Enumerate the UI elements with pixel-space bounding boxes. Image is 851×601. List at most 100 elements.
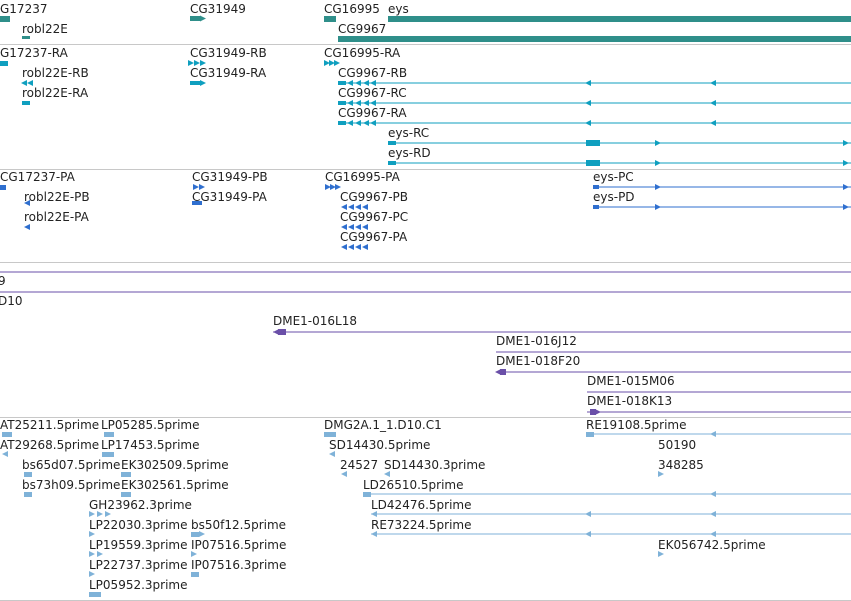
est-glyph[interactable] [191,572,199,577]
protein-exon[interactable] [593,185,599,189]
gene-glyph[interactable] [22,36,30,39]
est-glyph[interactable] [191,532,199,537]
est-arrow[interactable] [89,531,95,537]
clone-label[interactable]: D10 [0,294,23,308]
est-label[interactable]: EK302561.5prime [121,478,229,492]
est-arrow[interactable] [89,511,95,517]
est-arrow[interactable] [710,531,716,537]
est-glyph[interactable] [2,432,12,437]
transcript-arrow[interactable] [363,120,369,126]
transcript-arrow[interactable] [324,60,330,66]
est-label[interactable]: bs65d07.5prime [22,458,121,472]
est-label[interactable]: AT29268.5prime [0,438,100,452]
est-arrow[interactable] [710,511,716,517]
transcript-arrow[interactable] [843,160,849,166]
transcript-arrow[interactable] [355,80,361,86]
transcript-label[interactable]: CG9967-RC [338,86,407,100]
clone-end[interactable] [278,329,286,335]
transcript-arrow[interactable] [655,140,661,146]
transcript-arrow[interactable] [655,160,661,166]
clone-label[interactable]: DME1-018K13 [587,394,673,408]
transcript-label[interactable]: robl22E-RA [22,86,89,100]
protein-arrow[interactable] [843,204,849,210]
transcript-arrow[interactable] [334,60,340,66]
protein-arrow[interactable] [24,200,30,206]
gene-strand-arrow[interactable] [200,15,206,22]
protein-arrow[interactable] [362,224,368,230]
gene-label[interactable]: G17237 [0,2,48,16]
est-arrow[interactable] [105,511,111,517]
protein-arrow[interactable] [341,244,347,250]
est-label[interactable]: bs50f12.5prime [191,518,287,532]
est-label[interactable]: SD14430.5prime [329,438,431,452]
gene-label[interactable]: eys [388,2,409,16]
protein-arrow[interactable] [335,184,341,190]
est-glyph[interactable] [121,492,131,497]
est-label[interactable]: LP05952.3prime [89,578,188,592]
est-label[interactable]: LD42476.5prime [371,498,472,512]
gene-glyph[interactable] [338,36,851,42]
est-label[interactable]: 50190 [658,438,697,452]
protein-label[interactable]: CG9967-PC [340,210,409,224]
est-label[interactable]: LP17453.5prime [101,438,200,452]
est-glyph[interactable] [102,452,114,457]
clone-label[interactable]: DME1-016J12 [496,334,577,348]
protein-exon[interactable] [593,205,599,209]
transcript-arrow[interactable] [585,100,591,106]
est-arrow[interactable] [329,451,335,457]
est-arrow[interactable] [710,431,716,437]
transcript-arrow[interactable] [347,80,353,86]
est-arrow[interactable] [658,551,664,557]
est-arrow[interactable] [191,551,197,557]
est-arrow[interactable] [384,471,390,477]
est-glyph[interactable] [24,492,32,497]
protein-arrow[interactable] [330,184,336,190]
est-label[interactable]: RE19108.5prime [586,418,687,432]
protein-label[interactable]: CG9967-PB [340,190,409,204]
protein-label[interactable]: robl22E-PA [24,210,89,224]
protein-arrow[interactable] [341,224,347,230]
transcript-glyph[interactable] [0,61,8,66]
protein-arrow[interactable] [341,204,347,210]
est-label[interactable]: SD14430.3prime [384,458,486,472]
protein-arrow[interactable] [843,184,849,190]
transcript-arrow[interactable] [710,120,716,126]
transcript-arrow[interactable] [370,80,376,86]
est-label[interactable]: LP19559.3prime [89,538,188,552]
clone-arrow[interactable] [595,409,601,415]
protein-arrow[interactable] [325,184,331,190]
gene-glyph[interactable] [324,16,336,22]
est-arrow[interactable] [89,551,95,557]
transcript-label[interactable]: eys-RC [388,126,430,140]
transcript-arrow[interactable] [710,100,716,106]
transcript-exon[interactable] [338,81,346,85]
protein-arrow[interactable] [355,204,361,210]
gene-label[interactable]: robl22E [22,22,68,36]
clone-arrow[interactable] [273,329,279,335]
transcript-label[interactable]: G17237-RA [0,46,68,60]
est-label[interactable]: EK302509.5prime [121,458,229,472]
transcript-label[interactable]: CG9967-RA [338,106,407,120]
est-glyph[interactable] [104,432,114,437]
est-label[interactable]: LP22030.3prime [89,518,188,532]
transcript-arrow[interactable] [355,100,361,106]
transcript-exon[interactable] [388,161,396,165]
protein-label[interactable]: CG31949-PA [192,190,267,204]
transcript-label[interactable]: CG9967-RB [338,66,408,80]
protein-arrow[interactable] [199,184,205,190]
est-glyph[interactable] [24,472,32,477]
protein-arrow[interactable] [193,184,199,190]
est-arrow[interactable] [2,451,8,457]
transcript-label[interactable]: eys-RD [388,146,431,160]
transcript-arrow[interactable] [355,120,361,126]
protein-arrow[interactable] [362,244,368,250]
clone-end[interactable] [500,369,506,375]
est-label[interactable]: DMG2A.1_1.D10.C1 [324,418,442,432]
transcript-arrow[interactable] [843,140,849,146]
transcript-exon[interactable] [338,121,346,125]
transcript-arrow[interactable] [363,80,369,86]
est-arrow[interactable] [341,471,347,477]
transcript-glyph[interactable] [22,101,30,105]
transcript-exon[interactable] [388,141,396,145]
protein-label[interactable]: CG9967-PA [340,230,408,244]
